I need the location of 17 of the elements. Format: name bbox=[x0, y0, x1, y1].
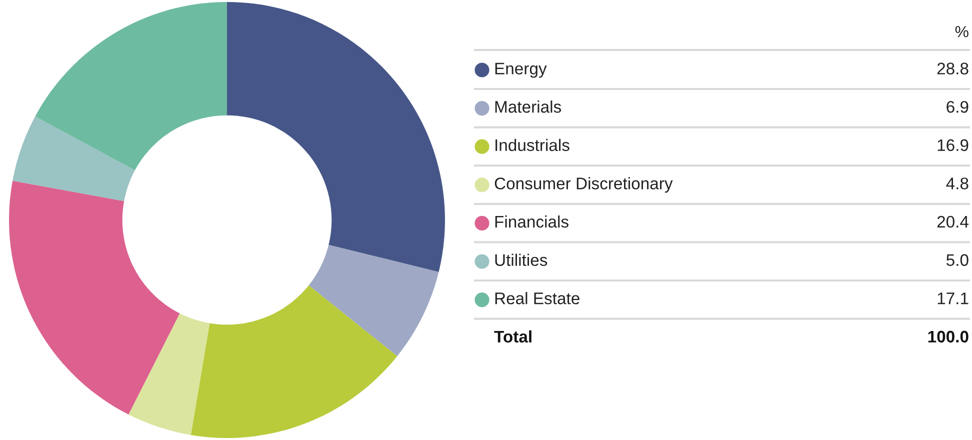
data-label: 17.1 bbox=[938, 292, 968, 304]
data-label: 6.9 bbox=[946, 100, 968, 113]
data-label: 28.8 bbox=[937, 62, 968, 74]
legend-label: Real Estate bbox=[495, 292, 580, 304]
text: 100.0 bbox=[928, 330, 968, 343]
data-label: 4.8 bbox=[946, 178, 968, 190]
text: Total bbox=[494, 330, 532, 343]
legend-label: Consumer Discretionary bbox=[494, 177, 673, 193]
legend-label: Energy bbox=[495, 62, 547, 78]
text: % bbox=[955, 26, 968, 38]
legend-label: Utilities bbox=[495, 254, 548, 266]
legend-label: Financials bbox=[495, 215, 568, 228]
legend-label: Materials bbox=[495, 100, 562, 113]
data-label: 16.9 bbox=[938, 139, 968, 152]
data-label: 20.4 bbox=[937, 216, 969, 228]
data-label: 5.0 bbox=[946, 254, 968, 266]
legend-label: Industrials bbox=[496, 138, 570, 152]
